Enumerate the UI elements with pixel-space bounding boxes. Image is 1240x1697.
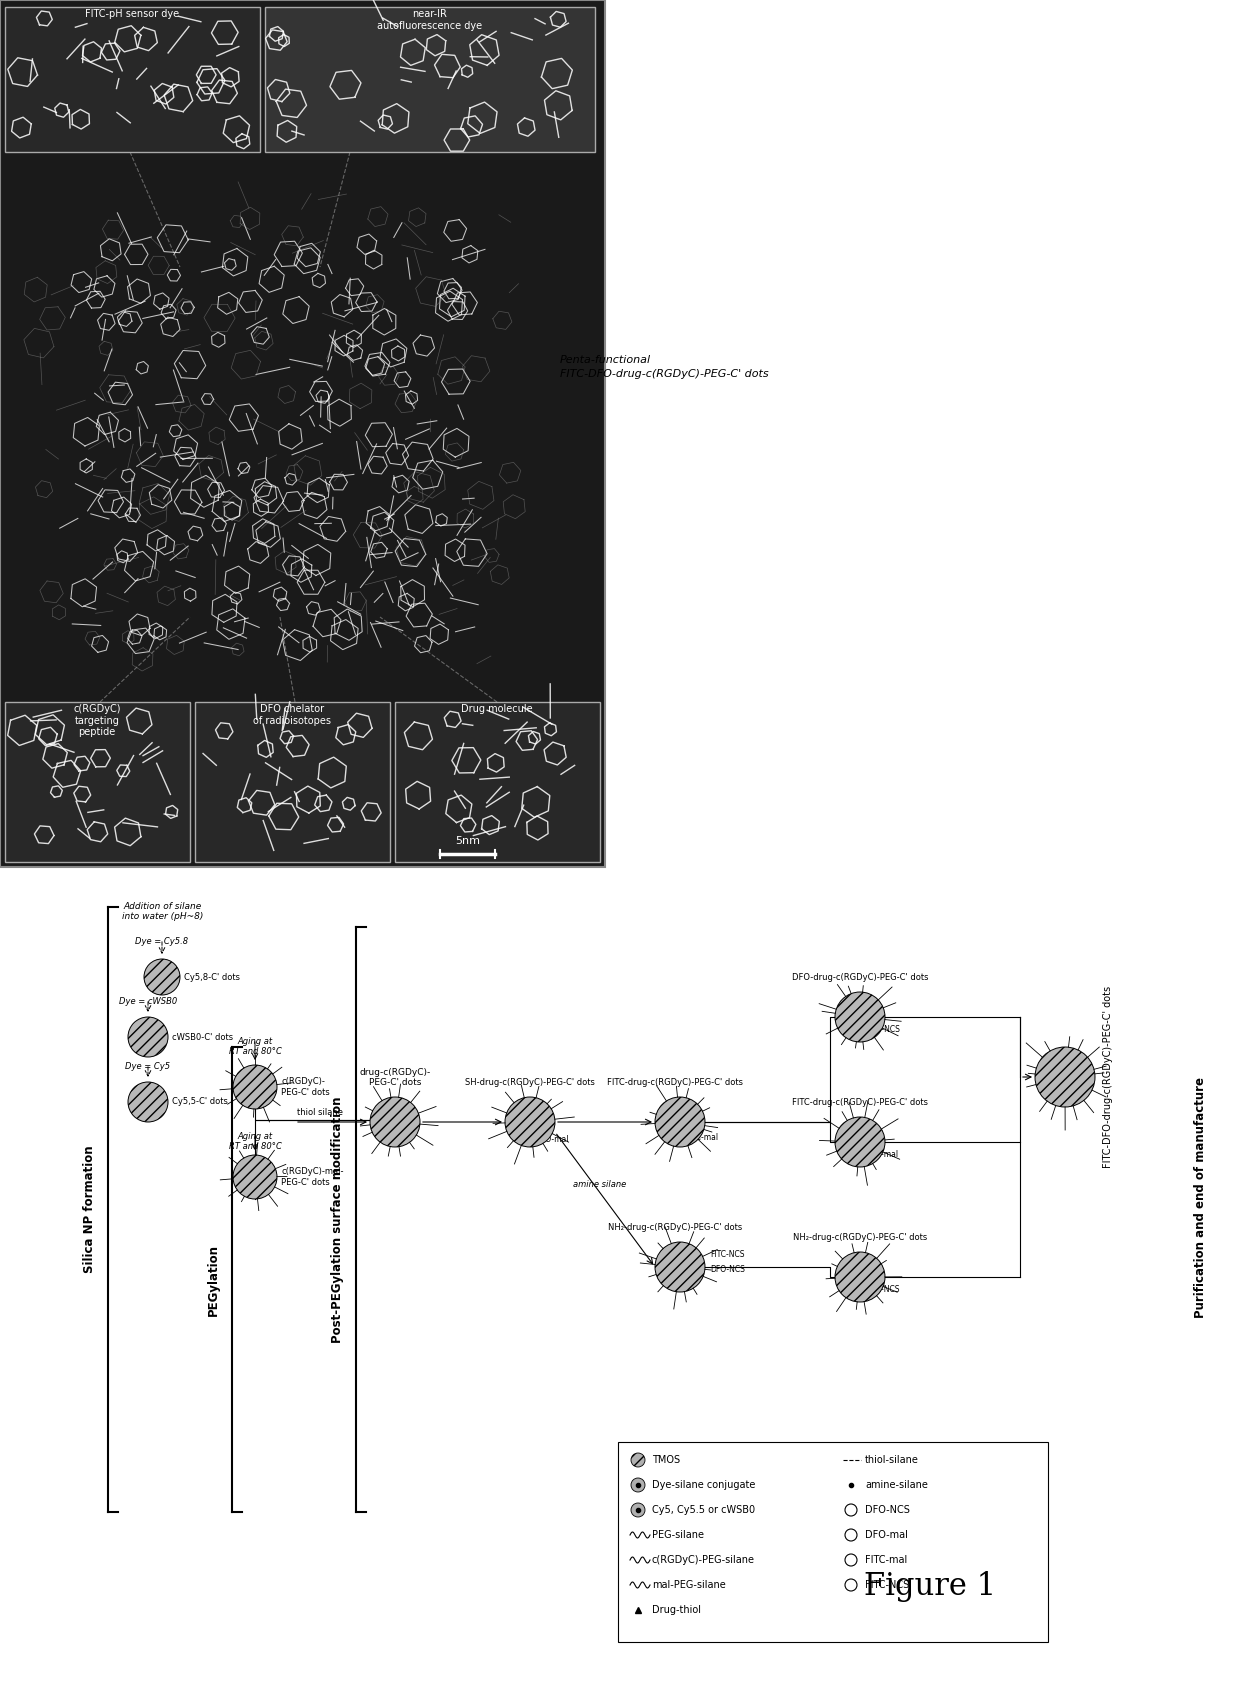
Text: Aging at
RT and 80°C: Aging at RT and 80°C: [228, 1037, 281, 1057]
Circle shape: [835, 1117, 885, 1168]
Circle shape: [1035, 1047, 1095, 1106]
Text: c(RGDyC)-
PEG-C' dots: c(RGDyC)- PEG-C' dots: [281, 1078, 330, 1096]
Circle shape: [631, 1453, 645, 1466]
Bar: [265, 7, 595, 153]
Text: PEGylation: PEGylation: [207, 1244, 219, 1315]
Text: NH₂-drug-c(RGDyC)-PEG-C' dots: NH₂-drug-c(RGDyC)-PEG-C' dots: [608, 1224, 742, 1232]
Circle shape: [128, 1083, 167, 1122]
Text: Silica NP formation: Silica NP formation: [83, 1145, 95, 1273]
Text: Dye = Cy5: Dye = Cy5: [125, 1062, 171, 1071]
Text: c(RGDyC)
targeting
peptide: c(RGDyC) targeting peptide: [73, 704, 120, 736]
Text: TMOS: TMOS: [652, 1454, 680, 1465]
Text: DFO-NCS: DFO-NCS: [866, 1025, 900, 1033]
Text: Aging at
RT and 80°C: Aging at RT and 80°C: [228, 1132, 281, 1151]
Text: DFO-drug-c(RGDyC)-PEG-C' dots: DFO-drug-c(RGDyC)-PEG-C' dots: [792, 972, 929, 983]
Text: amine-silane: amine-silane: [866, 1480, 928, 1490]
Text: mal-PEG-silane: mal-PEG-silane: [652, 1580, 725, 1590]
Text: FITC-DFO-drug-c(RGDyC)-PEG-C' dots: FITC-DFO-drug-c(RGDyC)-PEG-C' dots: [1104, 986, 1114, 1168]
Text: c(RGDyC)-mal-
PEG-C' dots: c(RGDyC)-mal- PEG-C' dots: [281, 1168, 343, 1186]
Text: Cy5,8-C' dots: Cy5,8-C' dots: [184, 972, 241, 981]
Text: FITC-NCS: FITC-NCS: [866, 1285, 899, 1295]
Text: Addition of silane
into water (pH~8): Addition of silane into water (pH~8): [123, 903, 203, 921]
Text: PEG-silane: PEG-silane: [652, 1531, 704, 1539]
Circle shape: [655, 1242, 706, 1291]
Circle shape: [835, 1252, 885, 1302]
Circle shape: [655, 1096, 706, 1147]
Circle shape: [233, 1156, 277, 1200]
Text: FITC-pH sensor dye: FITC-pH sensor dye: [84, 8, 179, 19]
Bar: [195, 703, 391, 862]
Bar: [618, 1442, 1048, 1643]
Text: Figure 1: Figure 1: [864, 1571, 996, 1602]
Text: DFO-mal: DFO-mal: [534, 1135, 568, 1144]
Circle shape: [370, 1096, 420, 1147]
Text: FITC-NCS: FITC-NCS: [711, 1251, 744, 1259]
Circle shape: [631, 1504, 645, 1517]
Bar: [5, 7, 260, 153]
Circle shape: [128, 1017, 167, 1057]
Text: Drug-thiol: Drug-thiol: [652, 1605, 701, 1616]
Circle shape: [844, 1504, 857, 1515]
Text: FITC-NCS: FITC-NCS: [866, 1580, 909, 1590]
Text: FITC-mal: FITC-mal: [866, 1554, 908, 1565]
Bar: [396, 703, 600, 862]
Text: thiol-silane: thiol-silane: [866, 1454, 919, 1465]
Bar: [0, 0, 605, 867]
Text: Dye = cWSB0: Dye = cWSB0: [119, 998, 177, 1006]
Text: SH-drug-c(RGDyC)-PEG-C' dots: SH-drug-c(RGDyC)-PEG-C' dots: [465, 1078, 595, 1088]
Circle shape: [844, 1554, 857, 1566]
Text: thiol silane: thiol silane: [298, 1108, 343, 1117]
Circle shape: [844, 1578, 857, 1592]
Text: FITC-drug-c(RGDyC)-PEG-C' dots: FITC-drug-c(RGDyC)-PEG-C' dots: [792, 1098, 928, 1106]
Text: DFO chelator
of radioisotopes: DFO chelator of radioisotopes: [253, 704, 331, 726]
Text: FITC-mal: FITC-mal: [684, 1134, 718, 1142]
Circle shape: [144, 959, 180, 994]
Text: Cy5, Cy5.5 or cWSB0: Cy5, Cy5.5 or cWSB0: [652, 1505, 755, 1515]
Circle shape: [835, 993, 885, 1042]
Text: near-IR
autofluorescence dye: near-IR autofluorescence dye: [377, 8, 482, 31]
Text: 5nm: 5nm: [455, 837, 480, 847]
Circle shape: [844, 1529, 857, 1541]
Text: amine silane: amine silane: [573, 1179, 626, 1190]
Text: DFO-NCS: DFO-NCS: [866, 1505, 910, 1515]
Circle shape: [505, 1096, 556, 1147]
Text: Cy5,5-C' dots: Cy5,5-C' dots: [172, 1098, 228, 1106]
Text: drug-c(RGDyC)-
PEG-C' dots: drug-c(RGDyC)- PEG-C' dots: [360, 1067, 430, 1088]
Text: c(RGDyC)-PEG-silane: c(RGDyC)-PEG-silane: [652, 1554, 755, 1565]
Text: Dye-silane conjugate: Dye-silane conjugate: [652, 1480, 755, 1490]
Text: FITC-drug-c(RGDyC)-PEG-C' dots: FITC-drug-c(RGDyC)-PEG-C' dots: [608, 1078, 743, 1088]
Circle shape: [233, 1066, 277, 1110]
Text: Penta-functional
FITC-DFO-drug-c(RGDyC)-PEG-C' dots: Penta-functional FITC-DFO-drug-c(RGDyC)-…: [560, 355, 769, 378]
Text: Dye = Cy5.8: Dye = Cy5.8: [135, 937, 188, 945]
Text: DFO-NCS: DFO-NCS: [711, 1264, 745, 1274]
Circle shape: [631, 1478, 645, 1492]
Text: Drug molecule: Drug molecule: [461, 704, 533, 714]
Text: DFO-mal: DFO-mal: [866, 1531, 908, 1539]
Text: Post-PEGylation surface modification: Post-PEGylation surface modification: [331, 1096, 343, 1342]
Text: FITC-mal: FITC-mal: [866, 1151, 898, 1159]
Bar: [5, 703, 190, 862]
Text: cWSB0-C' dots: cWSB0-C' dots: [172, 1032, 233, 1042]
Text: Purification and end of manufacture: Purification and end of manufacture: [1193, 1076, 1207, 1317]
Text: NH₂-drug-c(RGDyC)-PEG-C' dots: NH₂-drug-c(RGDyC)-PEG-C' dots: [792, 1234, 928, 1242]
